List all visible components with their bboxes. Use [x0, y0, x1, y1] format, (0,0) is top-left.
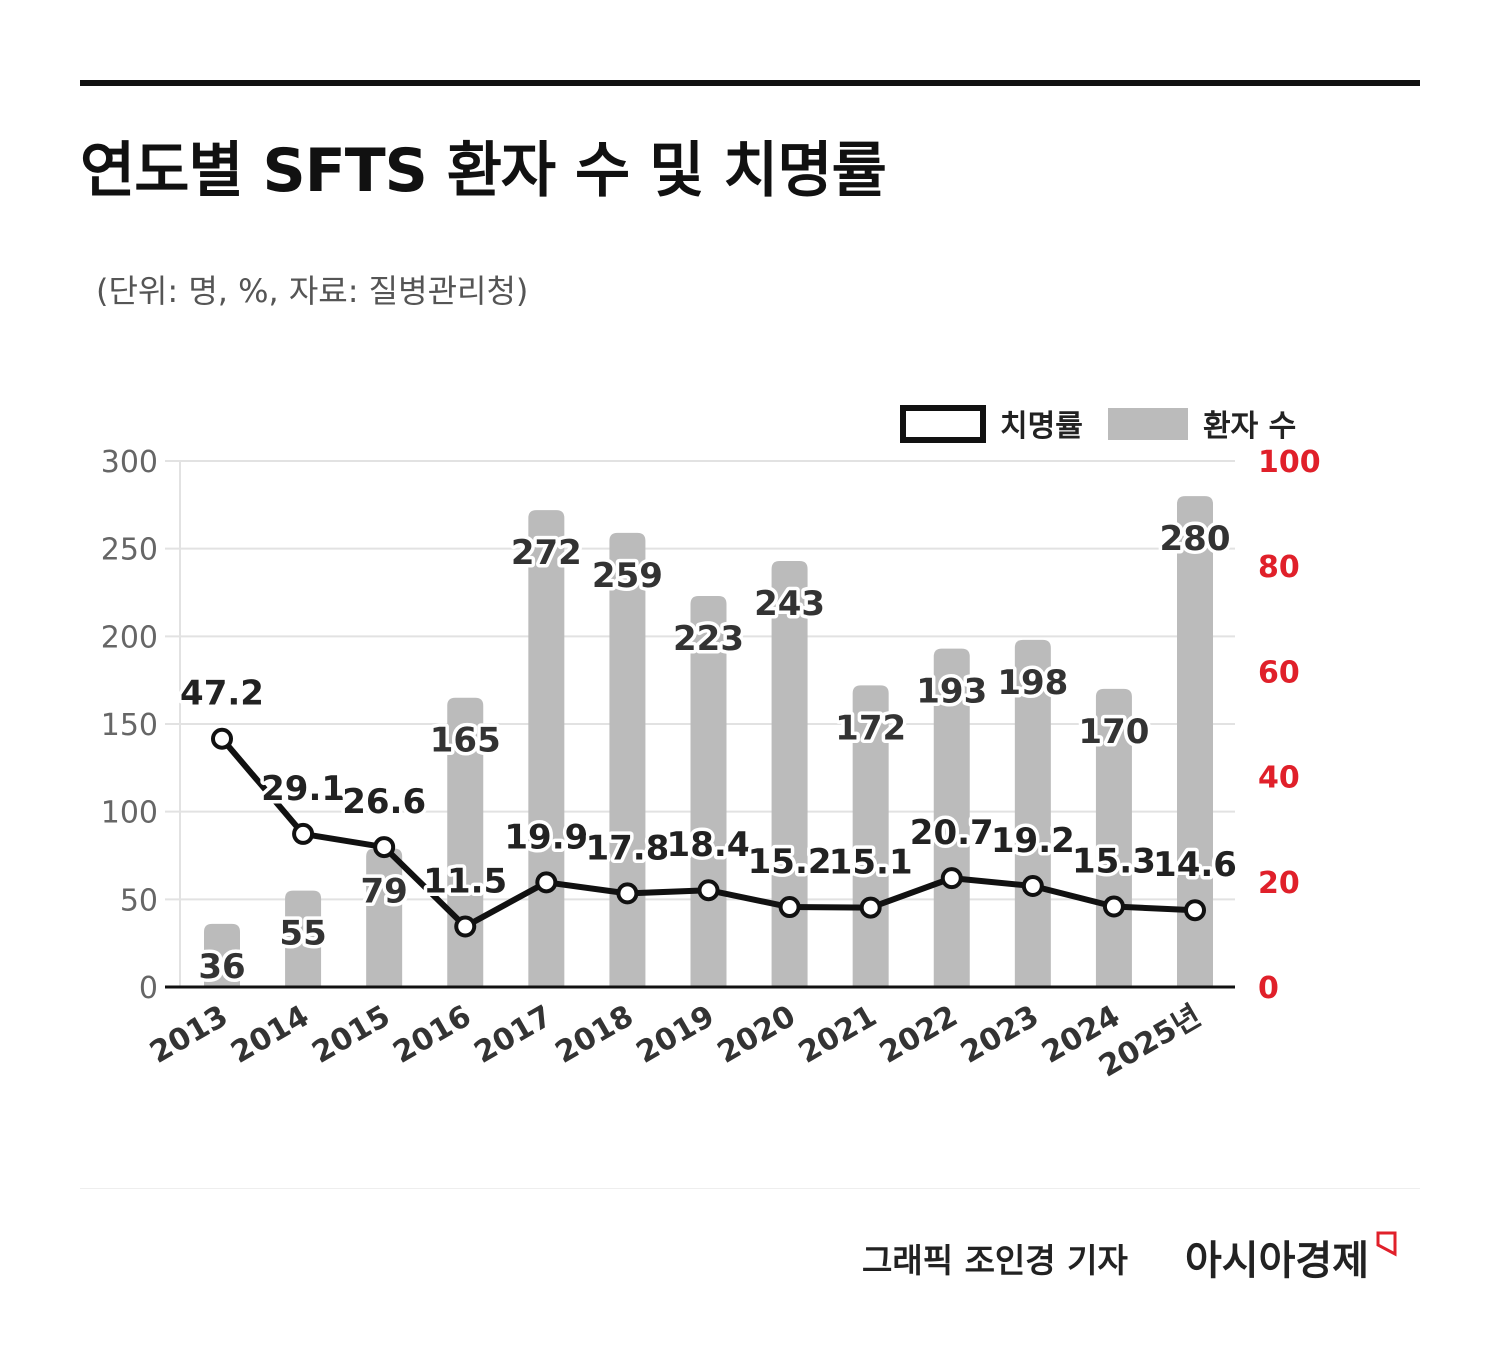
rate-point [697, 879, 720, 902]
rate-value-label: 14.6 [1153, 845, 1237, 885]
rate-value-label: 11.5 [423, 862, 507, 902]
legend-bar-swatch [1108, 408, 1188, 440]
x-tick-label: 2019 [631, 999, 721, 1071]
bar [609, 532, 646, 987]
x-tick-label: 2018 [550, 999, 640, 1071]
x-tick-label: 2020 [712, 999, 802, 1071]
logo-mark-icon [1376, 1231, 1397, 1257]
bar-value-label: 36 [198, 947, 245, 987]
x-tick-label: 2017 [469, 999, 559, 1071]
chart-subtitle: (단위: 명, %, 자료: 질병관리청) [96, 272, 529, 310]
bar [366, 848, 403, 987]
bar [771, 560, 808, 987]
x-tick-label: 2014 [225, 999, 315, 1071]
x-tick-label: 2023 [955, 999, 1045, 1071]
legend-line-swatch [900, 405, 986, 443]
bar [285, 890, 322, 987]
bar-value-label: 193 [916, 672, 987, 712]
bar-value-label: 223 [673, 619, 744, 659]
left-tick-label: 0 [139, 971, 158, 1006]
rate-point [454, 915, 477, 938]
rate-point [535, 871, 558, 894]
rate-value-label: 15.2 [748, 842, 832, 882]
bar-value-label: 165 [430, 721, 501, 761]
rate-point [616, 882, 639, 905]
legend-label-rate: 치명률 [1000, 409, 1083, 444]
right-tick-label: 80 [1258, 550, 1300, 585]
top-rule [80, 80, 1420, 86]
rate-point [940, 867, 963, 890]
bar-value-label: 272 [511, 533, 582, 573]
right-tick-label: 100 [1258, 445, 1321, 480]
bar [528, 510, 565, 987]
bar-value-label: 55 [279, 914, 326, 954]
rate-point [1184, 899, 1206, 922]
bar-value-label: 172 [835, 708, 906, 748]
right-tick-label: 20 [1258, 866, 1300, 901]
bar [204, 923, 240, 987]
rate-value-label: 17.8 [585, 828, 669, 868]
rate-value-label: 29.1 [261, 769, 345, 809]
bar [933, 648, 970, 987]
x-tick-label: 2016 [387, 999, 477, 1071]
bar-value-label: 259 [592, 556, 663, 596]
rate-value-label: 20.7 [910, 813, 994, 853]
legend-label-patients: 환자 수 [1203, 409, 1296, 444]
x-tick-label: 2021 [793, 999, 883, 1071]
rate-point [292, 822, 315, 845]
footer-divider [80, 1188, 1420, 1189]
bar-value-label: 170 [1078, 712, 1149, 752]
bar-value-label: 243 [754, 584, 825, 624]
publisher-logo: 아시아경제 [1185, 1228, 1397, 1286]
left-tick-label: 300 [101, 445, 158, 480]
rate-value-label: 15.3 [1072, 842, 1156, 882]
left-tick-label: 200 [101, 620, 158, 655]
left-tick-label: 100 [101, 796, 158, 831]
rate-point [778, 896, 801, 919]
rate-value-label: 19.2 [991, 821, 1075, 861]
right-tick-label: 0 [1258, 971, 1279, 1006]
left-tick-label: 250 [101, 533, 158, 568]
bar [1014, 639, 1051, 987]
bar [1177, 496, 1213, 987]
rate-value-label: 26.6 [342, 782, 426, 822]
bar-value-label: 280 [1160, 519, 1231, 559]
rate-value-label: 15.1 [829, 843, 913, 883]
bar-value-label: 198 [997, 663, 1068, 703]
rate-value-label: 47.2 [180, 674, 264, 714]
rate-point [1021, 875, 1044, 898]
rate-point [859, 896, 882, 919]
rate-point [373, 836, 396, 859]
rate-value-label: 19.9 [504, 817, 588, 857]
right-tick-label: 40 [1258, 761, 1300, 796]
x-tick-label: 2013 [144, 999, 234, 1071]
left-tick-label: 150 [101, 708, 158, 743]
left-tick-label: 50 [120, 883, 158, 918]
x-tick-label: 2022 [874, 999, 964, 1071]
right-tick-label: 60 [1258, 655, 1300, 690]
logo-text: 아시아경제 [1185, 1238, 1369, 1284]
rate-value-label: 18.4 [667, 825, 751, 865]
x-tick-label: 2015 [306, 999, 396, 1071]
credit-text: 그래픽 조인경 기자 [862, 1241, 1128, 1280]
rate-point [1102, 895, 1125, 918]
chart-title: 연도별 SFTS 환자 수 및 치명률 [80, 136, 887, 206]
bar-value-label: 79 [361, 871, 408, 911]
rate-point [211, 727, 233, 750]
